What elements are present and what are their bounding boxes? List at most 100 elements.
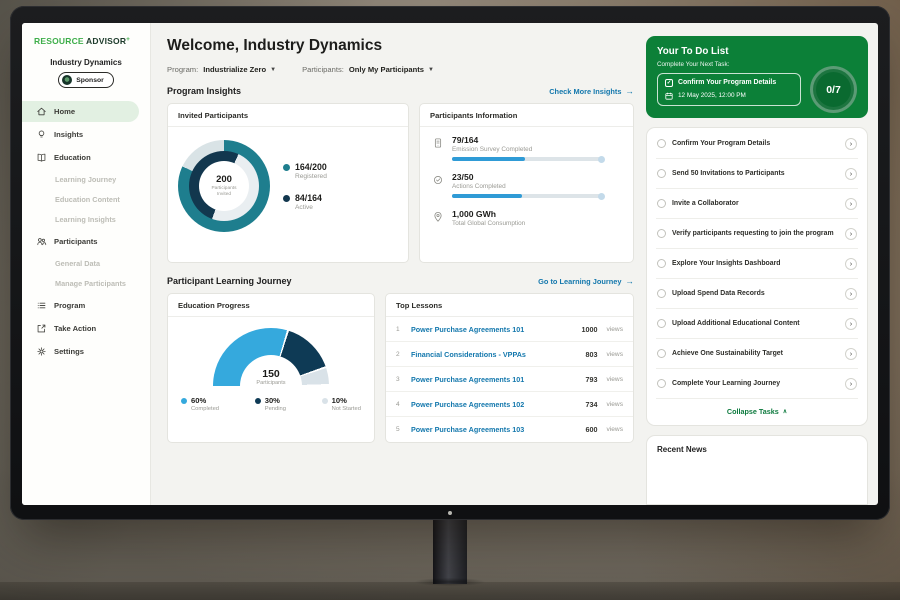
home-icon <box>35 106 47 118</box>
chevron-right-icon[interactable]: › <box>845 257 857 270</box>
invited-participants-title: Invited Participants <box>168 104 408 127</box>
actions-icon <box>432 173 444 187</box>
sidebar-item-program[interactable]: Program <box>22 295 150 316</box>
sidebar-item-settings[interactable]: Settings <box>22 341 150 362</box>
chevron-right-icon[interactable]: › <box>845 377 857 390</box>
chevron-right-icon[interactable]: › <box>845 317 857 330</box>
education-progress-card: Education Progress 150 Participants <box>167 293 375 443</box>
chevron-right-icon[interactable]: › <box>845 227 857 240</box>
task-label: Complete Your Learning Journey <box>672 380 781 388</box>
next-task-box[interactable]: ✓ Confirm Your Program Details 12 May 20… <box>657 73 801 107</box>
sidebar-item-general-data[interactable]: General Data <box>22 254 150 273</box>
participants-select[interactable]: Only My Participants ▼ <box>349 65 434 74</box>
lesson-link[interactable]: Power Purchase Agreements 102 <box>411 399 525 409</box>
program-select[interactable]: Industrialize Zero ▼ <box>203 65 276 74</box>
task-label: Achieve One Sustainability Target <box>672 350 783 358</box>
sponsor-icon <box>62 75 73 85</box>
task-row[interactable]: Send 50 Invitations to Participants › <box>656 159 858 190</box>
task-row[interactable]: Upload Spend Data Records › <box>656 279 858 310</box>
pending-label: Pending <box>264 406 286 412</box>
task-row[interactable]: Confirm Your Program Details › <box>656 129 858 160</box>
sidebar-item-label: Learning Insights <box>55 215 116 224</box>
task-row[interactable]: Complete Your Learning Journey › <box>656 369 858 400</box>
sidebar-item-label: Home <box>54 107 76 116</box>
sidebar-item-take-action[interactable]: Take Action <box>22 318 150 339</box>
task-checkbox[interactable] <box>657 199 666 209</box>
sidebar-item-education-content[interactable]: Education Content <box>22 190 150 209</box>
task-label: Confirm Your Program Details <box>672 140 771 148</box>
sidebar-item-learning-journey[interactable]: Learning Journey <box>22 170 150 189</box>
participants-filter-label: Participants: <box>302 65 344 74</box>
task-checkbox[interactable] <box>657 349 666 359</box>
task-row[interactable]: Upload Additional Educational Content › <box>656 309 858 340</box>
task-checkbox[interactable] <box>657 139 666 149</box>
checkbox-icon[interactable]: ✓ <box>665 79 673 88</box>
lesson-link[interactable]: Power Purchase Agreements 101 <box>411 324 525 334</box>
task-row[interactable]: Verify participants requesting to join t… <box>656 219 858 250</box>
task-row[interactable]: Explore Your Insights Dashboard › <box>656 249 858 280</box>
lesson-link[interactable]: Financial Considerations - VPPAs <box>411 349 526 359</box>
lesson-link[interactable]: Power Purchase Agreements 103 <box>411 425 525 434</box>
take-action-icon <box>35 323 47 335</box>
chevron-right-icon[interactable]: › <box>845 347 857 360</box>
lesson-rank: 3 <box>396 375 400 383</box>
task-row[interactable]: Invite a Collaborator › <box>656 189 858 220</box>
lesson-views: 793 <box>585 374 598 384</box>
sidebar-item-education[interactable]: Education <box>22 147 150 168</box>
learning-journey-title: Participant Learning Journey <box>167 276 292 286</box>
check-more-insights-link[interactable]: Check More Insights → <box>549 86 634 96</box>
lesson-views-suffix: views <box>606 375 624 383</box>
task-checkbox[interactable] <box>657 289 666 299</box>
task-checkbox[interactable] <box>657 259 666 269</box>
lesson-rank: 2 <box>396 350 400 358</box>
task-checkbox[interactable] <box>657 229 666 239</box>
emission-survey-value: 79/164 <box>452 135 479 145</box>
legend-dot-registered <box>283 163 290 171</box>
program-filter-label: Program: <box>167 65 199 74</box>
todo-progress-value: 0/7 <box>826 83 841 96</box>
participants-icon <box>35 236 47 248</box>
donut-center: 200 Participants Invited <box>199 161 249 211</box>
task-checkbox[interactable] <box>657 169 666 179</box>
actions-completed-row: 23/50 Actions Completed <box>420 164 633 201</box>
chevron-right-icon[interactable]: › <box>845 167 857 180</box>
lesson-row: 2 Financial Considerations - VPPAs 803 v… <box>386 342 633 367</box>
bar-end-dot <box>598 155 605 163</box>
page-title: Welcome, Industry Dynamics <box>167 37 383 54</box>
arrow-right-icon: → <box>625 86 635 96</box>
sidebar-item-home[interactable]: Home <box>22 101 139 122</box>
actions-completed-label: Actions Completed <box>452 183 506 190</box>
next-task-label: Confirm Your Program Details <box>678 79 777 86</box>
chevron-right-icon[interactable]: › <box>845 287 857 300</box>
lesson-views-suffix: views <box>606 426 624 433</box>
sidebar-item-manage-participants[interactable]: Manage Participants <box>22 274 150 293</box>
program-icon <box>35 300 47 312</box>
chevron-right-icon[interactable]: › <box>845 197 857 210</box>
top-lessons-card: Top Lessons 1 Power Purchase Agreements … <box>385 293 634 443</box>
task-label: Send 50 Invitations to Participants <box>672 170 785 178</box>
sidebar-item-insights[interactable]: Insights <box>22 124 150 145</box>
lesson-views: 803 <box>585 349 598 359</box>
legend-pending: 30% Pending <box>254 396 286 412</box>
education-icon <box>35 152 47 164</box>
active-label: Active <box>295 203 313 211</box>
consumption-label: Total Global Consumption <box>452 220 526 227</box>
consumption-icon <box>432 210 444 224</box>
task-checkbox[interactable] <box>657 379 666 389</box>
task-checkbox[interactable] <box>657 319 666 329</box>
lesson-views: 1000 <box>581 324 598 334</box>
sidebar-item-learning-insights[interactable]: Learning Insights <box>22 210 150 229</box>
chevron-right-icon[interactable]: › <box>845 137 857 150</box>
legend-dot-pending <box>254 398 261 404</box>
sidebar-item-participants[interactable]: Participants <box>22 231 150 252</box>
lesson-link[interactable]: Power Purchase Agreements 101 <box>411 374 525 384</box>
sponsor-badge[interactable]: Sponsor <box>58 72 114 88</box>
arrow-right-icon: → <box>625 276 635 286</box>
collapse-tasks-link[interactable]: Collapse Tasks ∧ <box>656 399 858 424</box>
go-to-learning-journey-link[interactable]: Go to Learning Journey → <box>538 276 634 286</box>
invited-participants-card: Invited Participants 200 Participants In… <box>167 103 409 263</box>
gauge-center-label: Participants <box>256 380 286 386</box>
logo-resource: RESOURCE <box>34 36 84 46</box>
task-row[interactable]: Achieve One Sustainability Target › <box>656 339 858 370</box>
